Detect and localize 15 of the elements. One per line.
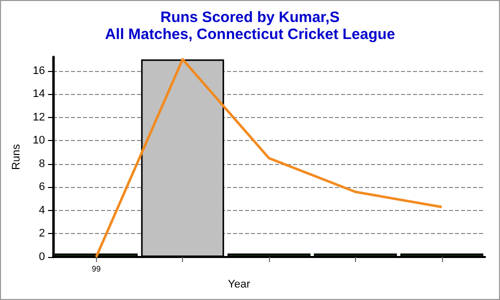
y-tick-label: 4 [38,204,45,216]
y-tick-label: 2 [38,228,45,240]
line-series [94,58,444,258]
y-tick-label: 14 [32,88,45,100]
y-tick-label: 6 [38,181,45,194]
y-axis-title: Runs [10,144,22,170]
y-tick-label: 0 [38,251,45,263]
x-axis-title: Year [228,278,250,290]
y-tick-label: 8 [38,158,45,170]
y-tick-label: 16 [32,64,45,77]
y-tick-label: 12 [32,111,45,124]
y-tick-label: 10 [32,134,45,147]
chart-title: Runs Scored by Kumar,S [160,9,340,26]
chart-subtitle: All Matches, Connecticut Cricket League [104,26,396,43]
x-tick-label: 99 [92,264,102,274]
